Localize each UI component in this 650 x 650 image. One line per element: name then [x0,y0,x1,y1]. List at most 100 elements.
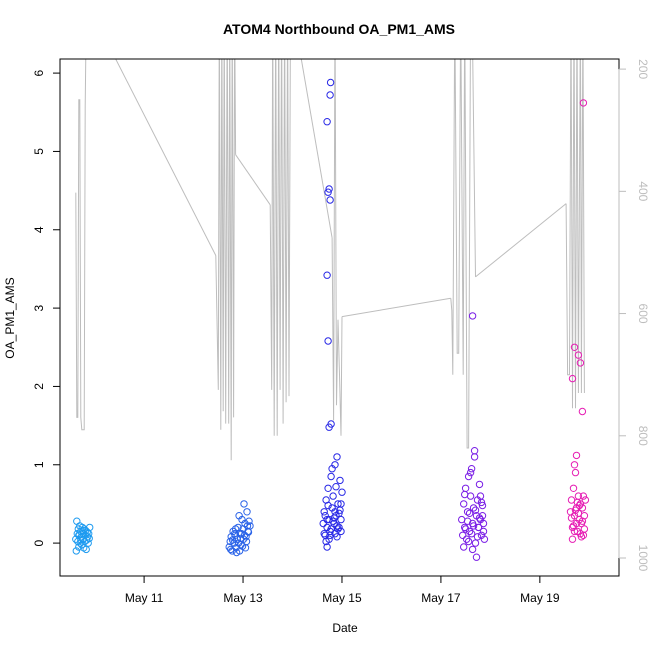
data-point [235,547,244,555]
secondary-tick-label: 1000 [636,545,650,572]
data-point [569,484,578,492]
data-point [579,99,588,107]
data-point [462,535,471,543]
data-point [465,527,474,536]
data-point [466,492,475,500]
data-point [326,78,335,87]
data-point [576,530,585,538]
altitude-line-segment [235,154,271,206]
data-point [472,553,481,561]
y-tick-label: 1 [32,461,46,468]
altitude-line-segment [300,59,333,238]
altitude-line-segment [565,59,585,409]
data-point [574,351,583,359]
secondary-tick-label: 800 [636,426,650,446]
data-point [568,374,577,383]
data-point [479,519,488,528]
data-point [578,407,587,416]
secondary-tick-label: 400 [636,181,650,201]
data-point [328,465,336,473]
data-point [75,531,83,539]
data-point [460,543,468,551]
x-tick-label: May 19 [520,591,560,605]
data-point [329,492,337,500]
data-point [569,522,578,530]
data-point [73,517,81,525]
data-point [327,472,335,481]
data-point [464,472,473,481]
data-point [463,508,472,516]
data-point [323,515,331,524]
data-point [320,530,328,538]
data-point [467,465,476,473]
data-point [471,506,480,514]
data-point [570,343,579,351]
data-point [466,468,475,477]
data-point [77,536,85,544]
x-tick-label: May 11 [125,591,164,605]
data-point [467,530,476,538]
data-point [227,545,235,554]
data-point [478,512,487,520]
data-point [72,547,81,555]
data-point [471,539,480,547]
data-point [469,522,478,530]
data-point [580,525,589,533]
data-point [478,501,487,510]
data-point [336,476,344,485]
data-point [461,490,469,499]
data-point [337,500,345,508]
data-point [464,537,473,546]
data-point [335,523,343,532]
data-point [320,508,328,516]
data-point [322,537,330,546]
data-point [323,543,331,551]
data-point [325,515,333,524]
data-point [325,185,333,193]
data-point [237,530,246,538]
data-point [243,522,252,530]
data-point [581,496,590,504]
data-point [230,530,239,538]
secondary-tick-label: 600 [636,304,650,324]
data-point [337,515,345,524]
plot-frame [59,58,620,577]
data-point [479,527,488,536]
secondary-tick-label: 200 [636,59,650,79]
data-point [324,337,332,345]
data-point [79,526,87,535]
x-tick-label: May 13 [223,591,263,605]
data-point [573,498,582,507]
data-point [333,522,341,530]
altitude-line-segment [215,59,237,461]
altitude-trace [75,59,585,461]
data-point [335,509,343,517]
x-tick-label: May 17 [421,591,461,605]
y-tick-label: 2 [32,383,46,390]
data-point [86,523,94,532]
data-point [85,534,93,543]
data-point [465,509,474,517]
data-point [324,188,332,196]
data-point [245,517,253,525]
y-tick-label: 6 [32,69,46,76]
x-tick-label: May 15 [322,591,362,605]
data-point [470,447,479,455]
data-point [458,515,466,524]
altitude-line-segment [331,59,343,436]
altitude-line-segment [115,59,217,256]
data-point [460,500,468,508]
data-point [568,523,577,532]
data-point [84,539,92,547]
data-point [577,533,586,541]
data-point [579,492,588,500]
chart-title: ATOM4 Northbound OA_PM1_AMS [223,21,455,37]
data-point [324,484,332,492]
data-point [319,519,327,528]
data-point [568,535,577,543]
data-point [461,484,470,492]
data-point [324,501,332,510]
data-point [572,451,581,460]
data-point [476,492,485,500]
